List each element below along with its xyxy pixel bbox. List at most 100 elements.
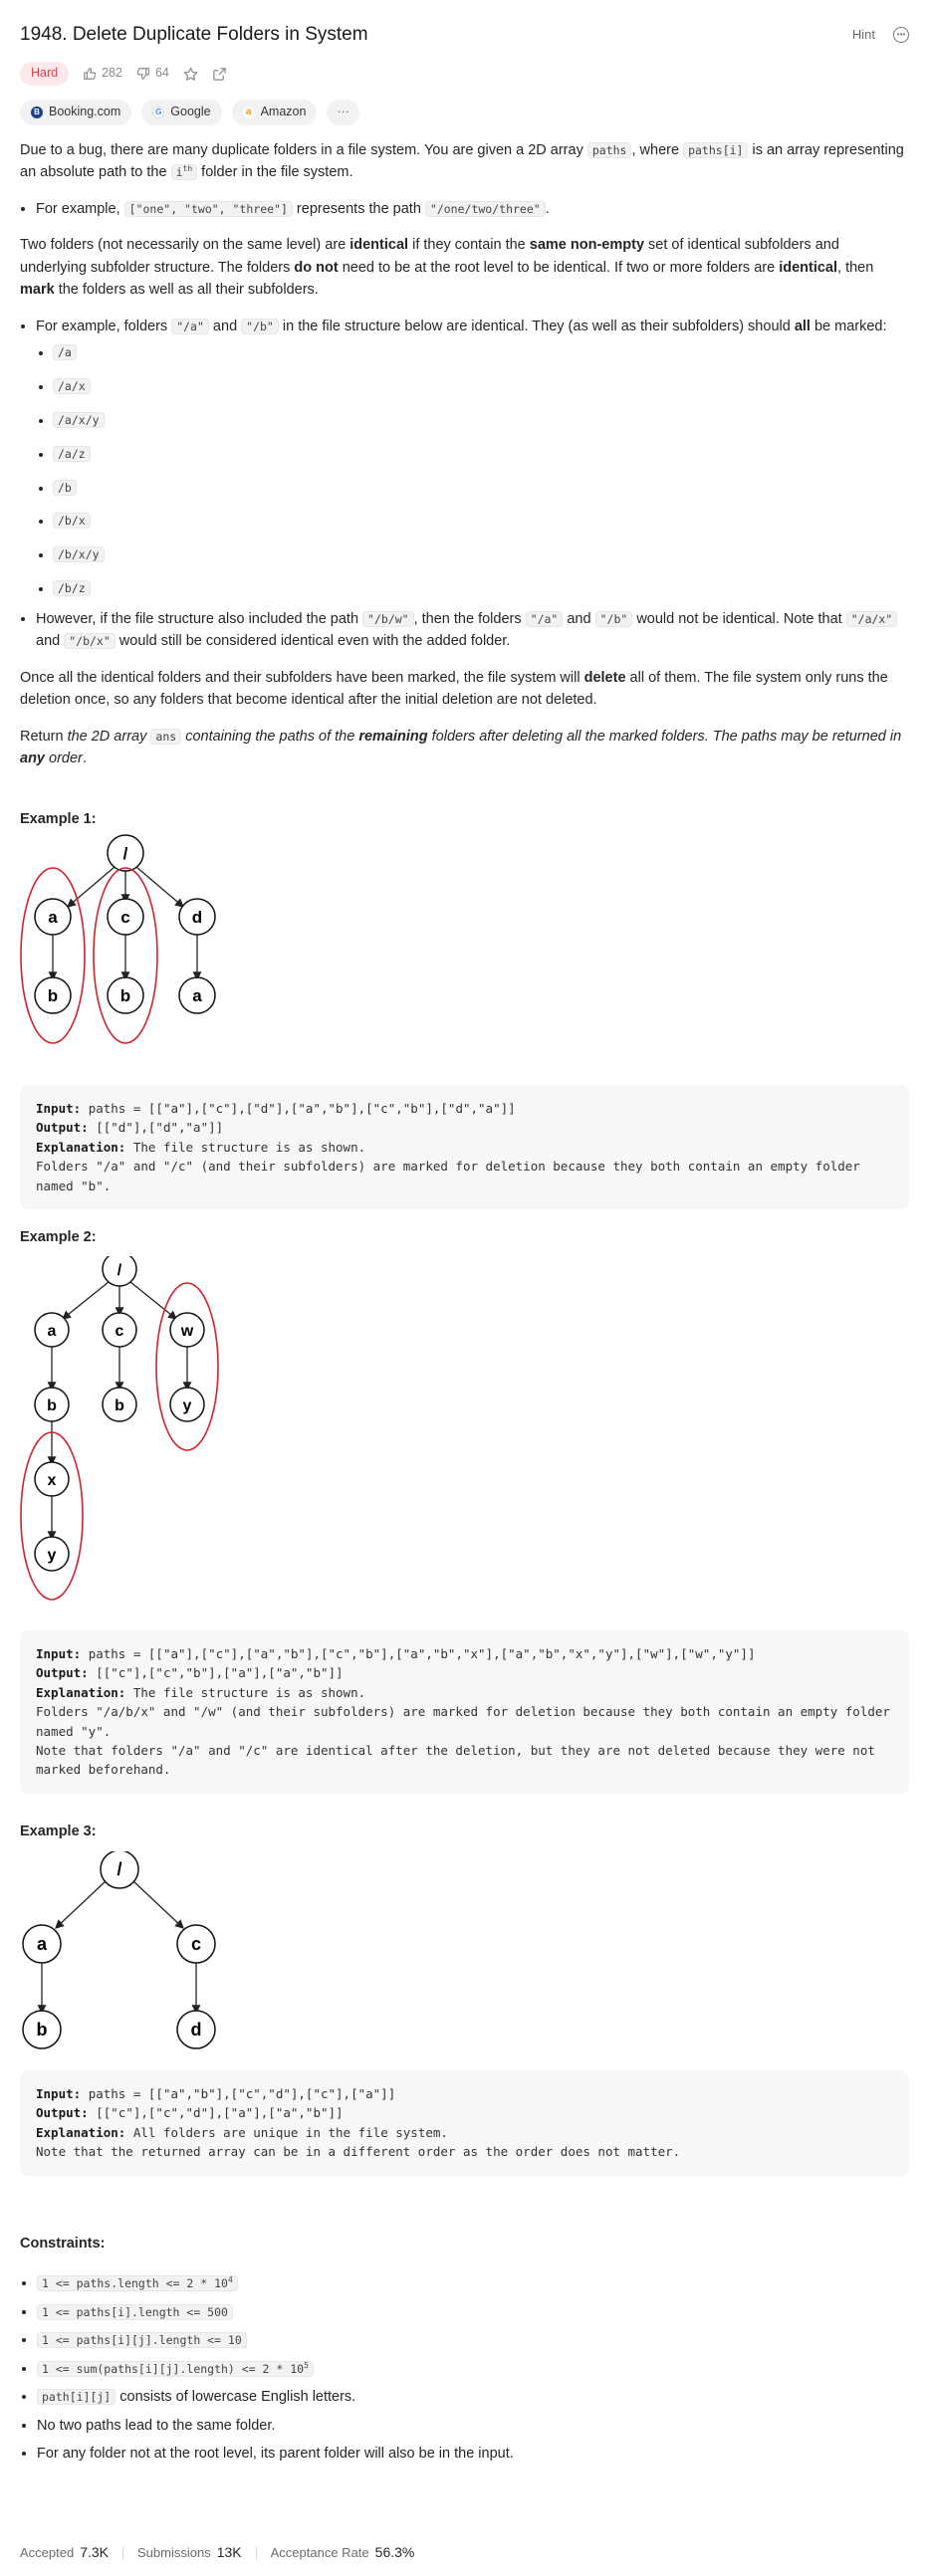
svg-text:b: b — [115, 1397, 124, 1414]
example-2-code-block: Input: paths = [["a"],["c"],["a","b"],["… — [20, 1630, 909, 1794]
amazon-icon: a — [242, 107, 255, 118]
svg-text:c: c — [120, 908, 129, 927]
tree-node: b — [34, 976, 72, 1014]
tree-node: d — [176, 2010, 216, 2049]
tree-node: b — [34, 1387, 70, 1422]
svg-text:y: y — [183, 1397, 192, 1414]
company-tag-booking[interactable]: B Booking.com — [20, 100, 132, 125]
page-title: 1948. Delete Duplicate Folders in System — [20, 24, 368, 46]
tree-node: / — [107, 834, 144, 872]
accepted-stat: Accepted 7.3K — [20, 2544, 110, 2560]
favorite-button[interactable] — [183, 67, 198, 82]
svg-text:/: / — [117, 1262, 122, 1279]
description-p3: Once all the identical folders and their… — [20, 669, 888, 709]
acceptance-rate-stat: Acceptance Rate 56.3% — [270, 2544, 415, 2560]
svg-text:a: a — [48, 1323, 57, 1340]
svg-text:d: d — [191, 2020, 202, 2039]
list-item: path[i][j] consists of lowercase English… — [37, 2386, 909, 2408]
constraints-list: 1 <= paths.length <= 2 * 104 1 <= paths[… — [20, 2272, 909, 2465]
tree-node: d — [178, 898, 216, 936]
list-item: For example, ["one", "two", "three"] rep… — [36, 198, 909, 220]
list-item: For any folder not at the root level, it… — [37, 2443, 909, 2465]
like-count: 282 — [102, 66, 122, 81]
example-title: Example 2: — [20, 1229, 97, 1245]
example-title: Example 3: — [20, 1824, 97, 1839]
svg-text:a: a — [37, 1934, 48, 1954]
dislike-count: 64 — [154, 66, 169, 81]
meta-row: Hard 282 64 — [20, 62, 909, 86]
google-icon: G — [152, 107, 165, 118]
folder-path-list: /a /a/x /a/x/y /a/z /b /b/x /b/x/y /b/z — [36, 343, 909, 598]
svg-text:b: b — [120, 986, 130, 1005]
highlight-ellipse — [93, 867, 158, 1044]
tree-node: a — [178, 976, 216, 1014]
example-1: Example 1: — [20, 808, 909, 830]
svg-text:c: c — [191, 1934, 201, 1954]
tree-node: c — [176, 1924, 216, 1964]
bullet-list-2: For example, folders "/a" and "/b" in th… — [20, 316, 909, 653]
submissions-stat: Submissions 13K — [137, 2544, 242, 2560]
list-item: /b — [53, 479, 909, 498]
tree-node: / — [100, 1851, 139, 1889]
tree-node: a — [34, 898, 72, 936]
submission-stats: Accepted 7.3K Submissions 13K Acceptance R… — [20, 2542, 414, 2564]
example-2-tree-diagram: / a c w b b y x y — [20, 1256, 219, 1601]
divider — [122, 2545, 124, 2560]
bullet-list-1: For example, ["one", "two", "three"] rep… — [20, 198, 909, 220]
title-row: 1948. Delete Duplicate Folders in System… — [20, 20, 909, 50]
highlight-ellipse — [20, 867, 86, 1044]
svg-text:w: w — [180, 1323, 194, 1340]
svg-text:y: y — [48, 1547, 57, 1564]
list-item: No two paths lead to the same folder. — [37, 2415, 909, 2437]
thumbs-up-icon — [84, 68, 97, 80]
list-item: /a/z — [53, 445, 909, 464]
svg-text:/: / — [116, 1859, 121, 1879]
constraints-title: Constraints: — [20, 2236, 106, 2252]
tree-node: / — [102, 1256, 137, 1287]
more-options-icon[interactable]: ••• — [893, 26, 909, 43]
dislike-button[interactable]: 64 — [136, 64, 169, 83]
example-title: Example 1: — [20, 811, 97, 827]
title-actions: Hint ••• — [852, 25, 909, 45]
tree-node: b — [22, 2010, 62, 2049]
list-item: However, if the file structure also incl… — [36, 608, 909, 653]
share-icon — [213, 67, 226, 81]
list-item: 1 <= paths[i][j].length <= 10 — [37, 2329, 909, 2351]
svg-text:c: c — [116, 1323, 124, 1340]
hint-button[interactable]: Hint — [851, 26, 875, 42]
example-3-tree-diagram: / a c b d — [22, 1851, 216, 2049]
description-p2: Two folders (not necessarily on the same… — [20, 237, 874, 299]
tree-node: y — [34, 1536, 70, 1572]
list-item: For example, folders "/a" and "/b" in th… — [36, 316, 909, 598]
svg-text:b: b — [48, 986, 58, 1005]
thumbs-down-icon — [136, 68, 149, 80]
like-button[interactable]: 282 — [83, 64, 122, 83]
company-tags: B Booking.com G Google a Amazon ··· — [20, 100, 909, 125]
list-item: 1 <= paths.length <= 2 * 104 — [37, 2272, 909, 2294]
list-item: /b/z — [53, 579, 909, 598]
description-p4: Return the 2D array ans containing the p… — [20, 728, 902, 767]
tree-node: w — [169, 1312, 205, 1348]
company-name: Booking.com — [49, 105, 121, 119]
divider — [255, 2545, 257, 2560]
list-item: 1 <= paths[i].length <= 500 — [37, 2301, 909, 2323]
example-3: Example 3: — [20, 1821, 909, 1842]
company-tag-google[interactable]: G Google — [141, 100, 222, 125]
svg-text:x: x — [48, 1472, 57, 1489]
svg-text:/: / — [123, 844, 128, 863]
company-name: Google — [170, 105, 211, 119]
share-button[interactable] — [212, 67, 227, 82]
booking-icon: B — [31, 107, 43, 118]
company-tag-amazon[interactable]: a Amazon — [231, 100, 318, 125]
list-item: /a/x — [53, 377, 909, 396]
highlight-ellipse — [20, 1431, 84, 1601]
svg-text:a: a — [48, 908, 58, 927]
tree-node: y — [169, 1387, 205, 1422]
more-companies-button[interactable]: ··· — [327, 100, 359, 125]
example-1-tree-diagram: / a c d b b a — [20, 834, 216, 1044]
tree-node: a — [22, 1924, 62, 1964]
list-item: /b/x — [53, 512, 909, 531]
list-item: /a — [53, 343, 909, 362]
star-icon — [183, 67, 198, 81]
